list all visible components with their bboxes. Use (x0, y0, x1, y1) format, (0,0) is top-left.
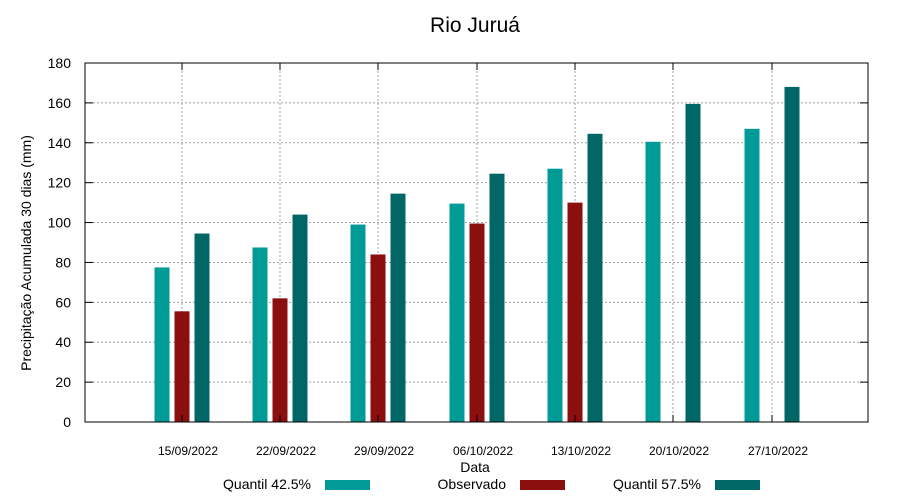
bar (784, 86, 800, 422)
y-tick-label: 100 (48, 215, 72, 231)
legend-swatch (520, 480, 565, 490)
x-axis-ticks: 15/09/2022 22/09/2022 29/09/2022 06/10/2022… (158, 63, 808, 458)
bar (174, 311, 190, 422)
y-tick-label: 120 (48, 175, 72, 191)
y-tick-label: 140 (48, 135, 72, 151)
x-tick-label: 13/10/2022 (551, 444, 611, 458)
x-axis-label: Data (460, 459, 490, 475)
bar (587, 133, 603, 422)
y-tick-label: 40 (55, 334, 71, 350)
x-tick-label: 22/09/2022 (256, 444, 316, 458)
y-tick-label: 80 (55, 254, 71, 270)
bar (370, 254, 386, 422)
bar (390, 193, 406, 422)
bar (194, 233, 210, 422)
chart-title: Rio Juruá (430, 14, 520, 37)
bar (547, 168, 563, 422)
legend-swatch (325, 480, 370, 490)
legend-label: Quantil 57.5% (613, 476, 701, 492)
y-tick-label: 0 (63, 414, 71, 430)
y-axis-ticks: 0 20 40 60 80 100 120 140 160 180 (48, 55, 868, 430)
grid-lines (85, 63, 868, 422)
bar (449, 203, 465, 422)
x-tick-label: 15/09/2022 (158, 444, 218, 458)
legend-label: Quantil 42.5% (223, 476, 311, 492)
bar (154, 267, 170, 422)
x-tick-label: 20/10/2022 (649, 444, 709, 458)
legend-label: Observado (438, 476, 507, 492)
y-tick-label: 20 (55, 374, 71, 390)
y-tick-label: 160 (48, 95, 72, 111)
legend: Quantil 42.5% Observado Quantil 57.5% (223, 476, 760, 492)
x-tick-label: 27/10/2022 (748, 444, 808, 458)
y-tick-label: 60 (55, 294, 71, 310)
bar (272, 298, 288, 422)
y-tick-label: 180 (48, 55, 72, 71)
x-tick-label: 29/09/2022 (354, 444, 414, 458)
legend-swatch (715, 480, 760, 490)
bar (292, 214, 308, 422)
x-tick-label: 06/10/2022 (453, 444, 513, 458)
bar (489, 173, 505, 422)
y-axis-label: Precipitação Acumulada 30 dias (mm) (18, 135, 34, 371)
bars (154, 86, 800, 423)
bar (645, 141, 661, 422)
bar (469, 223, 485, 422)
bar (252, 247, 268, 422)
bar (685, 103, 701, 422)
bar (744, 128, 760, 423)
bar (567, 202, 583, 422)
bar (350, 224, 366, 422)
